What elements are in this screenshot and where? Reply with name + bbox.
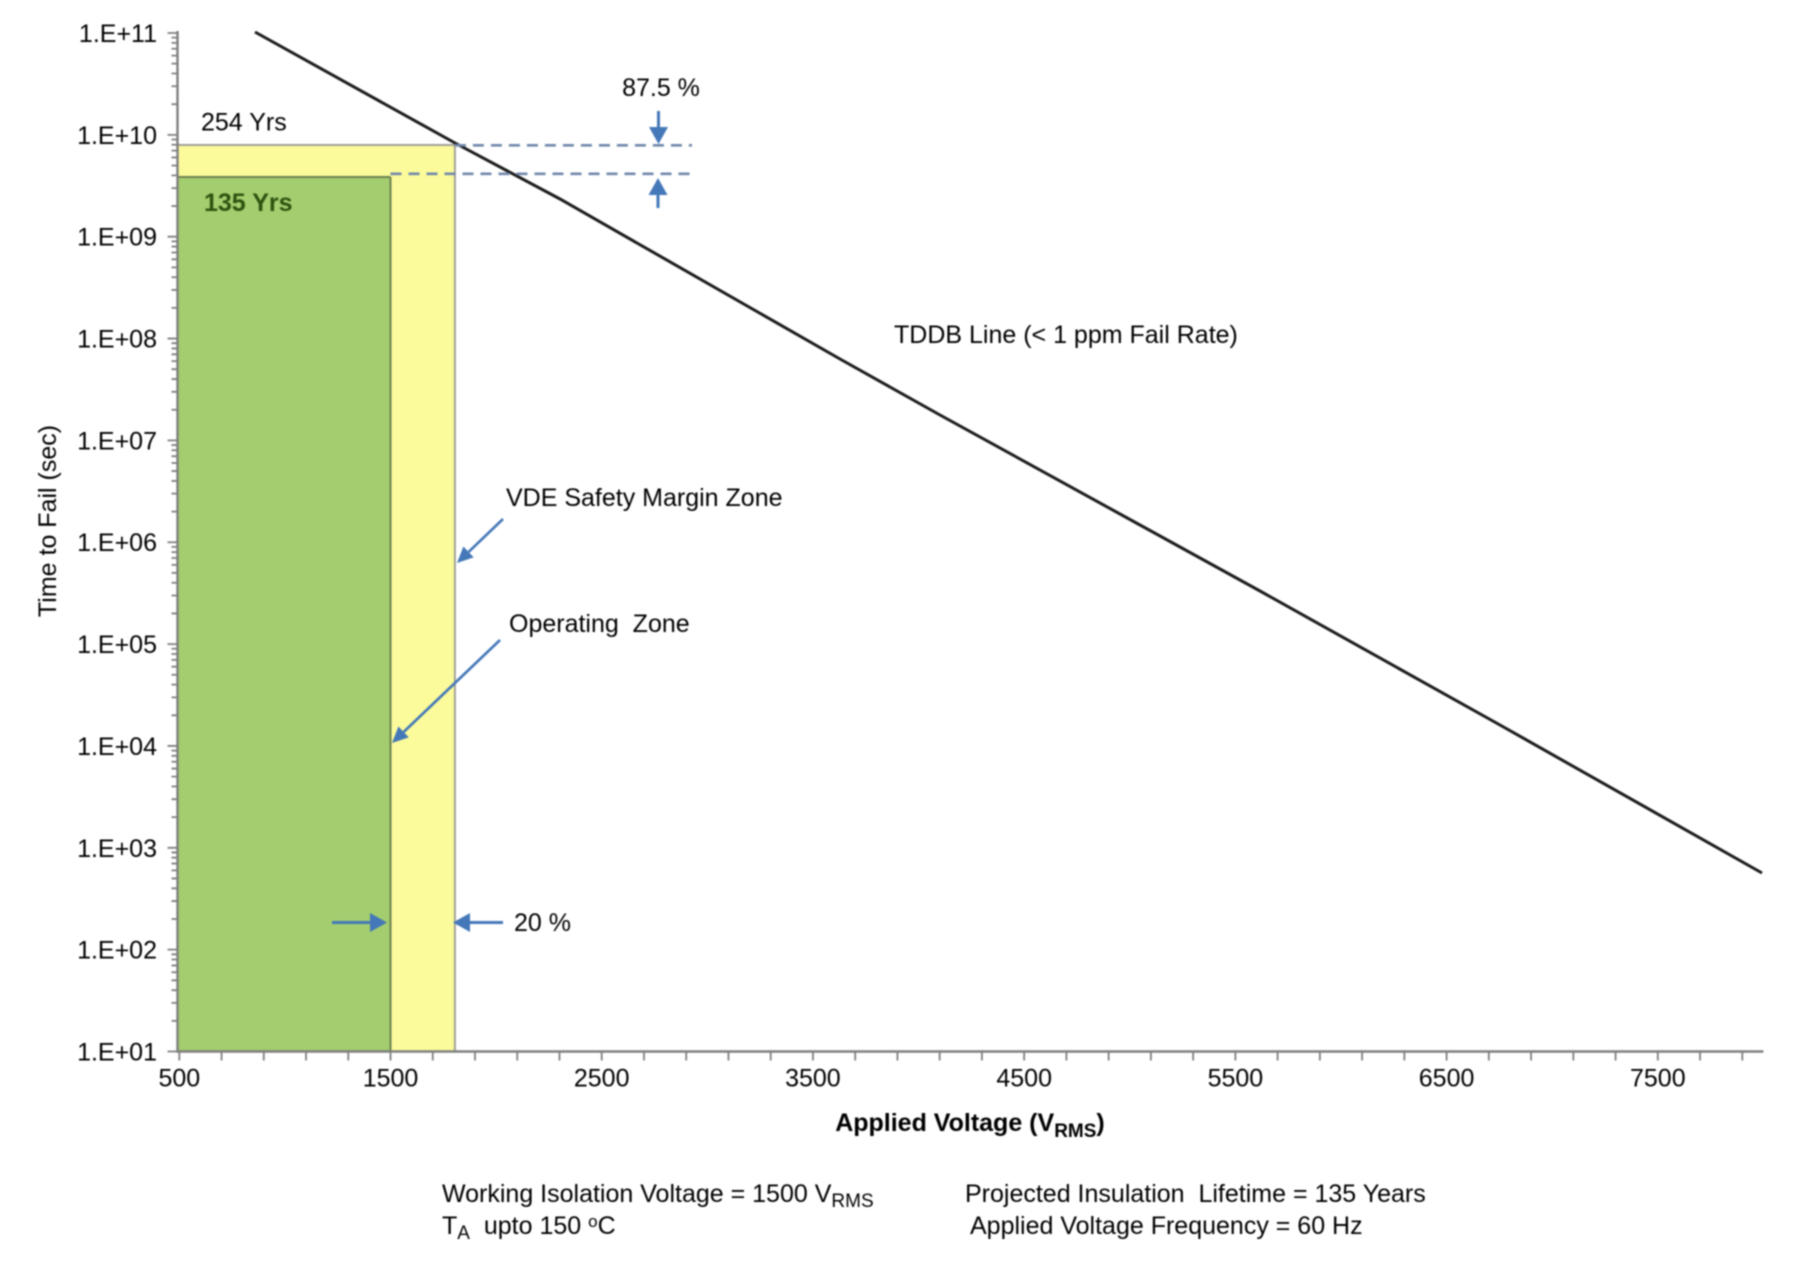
svg-text:VDE Safety Margin Zone: VDE Safety Margin Zone [506,484,783,512]
svg-text:Applied Voltage Frequency = 60: Applied Voltage Frequency = 60 Hz [970,1212,1363,1240]
svg-text:Projected Insulation Lifetime: Projected Insulation Lifetime = 135 Year… [965,1180,1426,1208]
svg-text:TDDB Line (< 1 ppm Fail Rate): TDDB Line (< 1 ppm Fail Rate) [894,321,1238,349]
svg-text:1.E+05: 1.E+05 [77,631,157,659]
svg-text:1.E+03: 1.E+03 [77,835,157,863]
svg-text:1.E+04: 1.E+04 [77,733,157,761]
svg-text:135 Yrs: 135 Yrs [204,189,293,217]
svg-text:1500: 1500 [363,1065,419,1093]
svg-text:7500: 7500 [1630,1065,1686,1093]
svg-text:3500: 3500 [785,1065,841,1093]
svg-text:6500: 6500 [1419,1065,1475,1093]
svg-text:1.E+08: 1.E+08 [77,326,157,354]
svg-text:87.5 %: 87.5 % [622,74,700,102]
svg-text:4500: 4500 [996,1065,1052,1093]
svg-text:Time to Fail (sec): Time to Fail (sec) [34,425,62,617]
svg-text:2500: 2500 [574,1065,630,1093]
svg-text:1.E+11: 1.E+11 [79,20,157,48]
svg-text:1.E+02: 1.E+02 [77,937,157,965]
svg-text:20 %: 20 % [514,909,571,937]
svg-text:Operating Zone: Operating Zone [509,610,690,638]
svg-text:TA upto 150 oC: TA upto 150 oC [442,1212,616,1244]
svg-text:Working Isolation Voltage = 15: Working Isolation Voltage = 1500 VRMS [442,1180,874,1212]
svg-text:5500: 5500 [1208,1065,1264,1093]
svg-text:254 Yrs: 254 Yrs [201,109,287,137]
svg-text:1.E+09: 1.E+09 [77,224,157,252]
svg-text:1.E+07: 1.E+07 [77,427,157,455]
svg-text:1.E+10: 1.E+10 [77,122,157,150]
svg-text:1.E+06: 1.E+06 [77,529,157,557]
svg-text:500: 500 [158,1065,200,1093]
svg-text:1.E+01: 1.E+01 [77,1039,157,1067]
